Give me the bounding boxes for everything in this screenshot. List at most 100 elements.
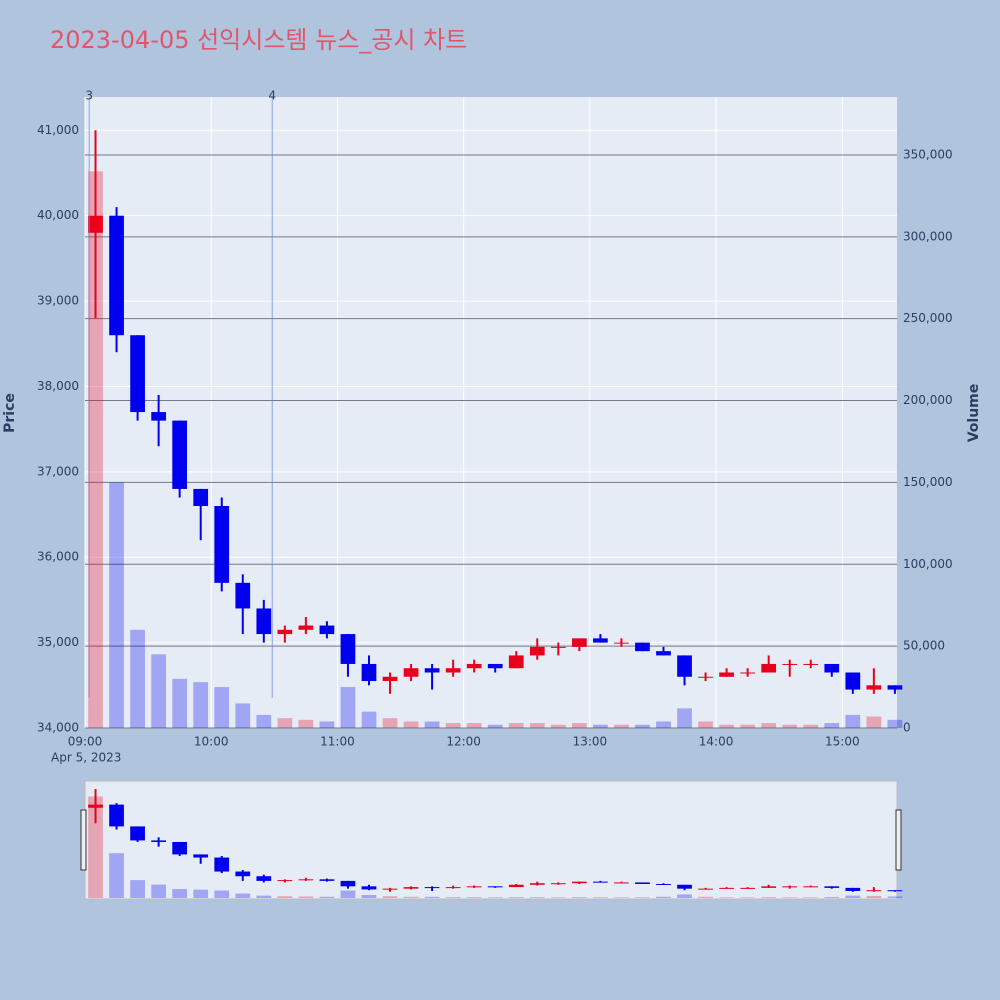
mini-volume-bar — [340, 890, 356, 898]
candle-body — [172, 420, 188, 489]
mini-volume-bar — [656, 896, 671, 898]
mini-candle-body — [803, 886, 819, 888]
mini-candle-body — [88, 804, 103, 808]
mini-candle-body — [298, 879, 314, 881]
mini-candle-body — [214, 857, 230, 872]
y2-tick-label: 250,000 — [903, 311, 953, 325]
mini-volume-bar — [529, 897, 545, 898]
candle-body — [508, 655, 524, 669]
range-slider[interactable] — [84, 780, 898, 900]
x-date-label: Apr 5, 2023 — [51, 751, 121, 765]
candle-body — [361, 663, 377, 682]
mini-candle-body — [508, 884, 524, 888]
volume-bar — [361, 711, 377, 728]
candle-body — [193, 488, 209, 506]
candle-body — [698, 676, 713, 678]
slider-handle-right[interactable] — [895, 809, 902, 871]
news-marker-label: 3 — [85, 89, 93, 103]
volume-bar — [172, 678, 188, 728]
y2-tick-label: 150,000 — [903, 475, 953, 489]
candle-body — [256, 608, 272, 635]
mini-volume-bar — [466, 897, 482, 898]
x-tick-label: 11:00 — [320, 735, 355, 749]
mini-volume-bar — [424, 896, 440, 898]
y-tick-label: 36,000 — [37, 550, 79, 564]
candle-body — [235, 582, 251, 609]
volume-bar — [424, 721, 440, 728]
volume-bar — [109, 482, 124, 728]
candle-body — [298, 625, 314, 630]
mini-candle-body — [782, 886, 798, 888]
mini-volume-bar — [214, 890, 230, 898]
y2-tick-label: 200,000 — [903, 393, 953, 407]
volume-bar — [193, 682, 209, 728]
mini-candle-body — [445, 887, 461, 889]
mini-volume-bar — [824, 897, 840, 898]
mini-volume-bar — [172, 889, 188, 898]
mini-volume-bar — [382, 896, 398, 898]
mini-volume-bar — [866, 895, 882, 898]
mini-volume-bar — [614, 897, 629, 898]
slider-handle-left[interactable] — [80, 809, 87, 871]
y-tick-label: 34,000 — [37, 721, 79, 735]
candle-body — [403, 668, 419, 677]
candle-body — [382, 676, 398, 682]
volume-bar — [761, 723, 777, 728]
y2-tick-label: 350,000 — [903, 147, 953, 161]
x-tick-label: 15:00 — [825, 735, 860, 749]
candle-body — [614, 642, 629, 644]
candle-body — [866, 685, 882, 690]
volume-bar — [319, 721, 335, 728]
candle-body — [319, 625, 335, 635]
volume-bar — [782, 724, 798, 728]
y-tick-label: 39,000 — [37, 294, 79, 308]
volume-bar — [88, 171, 103, 728]
volume-bar — [487, 724, 503, 728]
mini-volume-bar — [782, 897, 798, 898]
y-tick-label: 35,000 — [37, 635, 79, 649]
candle-body — [529, 646, 545, 656]
volume-bar — [845, 714, 861, 728]
mini-volume-bar — [319, 896, 335, 898]
y2-tick-label: 100,000 — [903, 557, 953, 571]
x-tick-label: 09:00 — [68, 735, 103, 749]
mini-volume-bar — [740, 897, 756, 898]
mini-candle-body — [256, 876, 272, 881]
mini-volume-bar — [593, 897, 608, 898]
mini-volume-bar — [550, 897, 566, 898]
mini-candle-body — [424, 887, 440, 889]
mini-candle-body — [193, 854, 209, 858]
candle-body — [656, 651, 671, 656]
mini-volume-bar — [151, 884, 166, 898]
candle-body — [824, 663, 840, 673]
x-tick-label: 10:00 — [194, 735, 229, 749]
volume-bar — [571, 723, 587, 728]
volume-bar — [235, 703, 251, 728]
volume-bar — [698, 721, 713, 728]
mini-volume-bar — [719, 897, 734, 898]
volume-bar — [445, 723, 461, 728]
mini-volume-bar — [698, 896, 713, 898]
volume-bar — [803, 724, 819, 728]
candle-body — [88, 215, 103, 233]
candle-body — [719, 672, 734, 677]
volume-bar — [824, 723, 840, 728]
mini-candle-body — [319, 879, 335, 881]
candle-body — [445, 668, 461, 673]
mini-candle-body — [593, 881, 608, 883]
volume-bar — [130, 629, 145, 728]
mini-candle-body — [361, 886, 377, 890]
mini-volume-bar — [508, 897, 524, 898]
mini-candle-body — [403, 887, 419, 889]
mini-volume-bar — [88, 796, 103, 898]
volume-bar — [466, 723, 482, 728]
volume-bar — [214, 687, 230, 728]
mini-candle-body — [151, 840, 166, 842]
mini-volume-bar — [445, 897, 461, 898]
mini-candle-body — [845, 887, 861, 891]
candle-body — [151, 412, 166, 421]
mini-candle-body — [719, 887, 734, 889]
candle-body — [424, 668, 440, 673]
mini-candle-body — [761, 886, 777, 888]
volume-bar — [887, 719, 903, 728]
